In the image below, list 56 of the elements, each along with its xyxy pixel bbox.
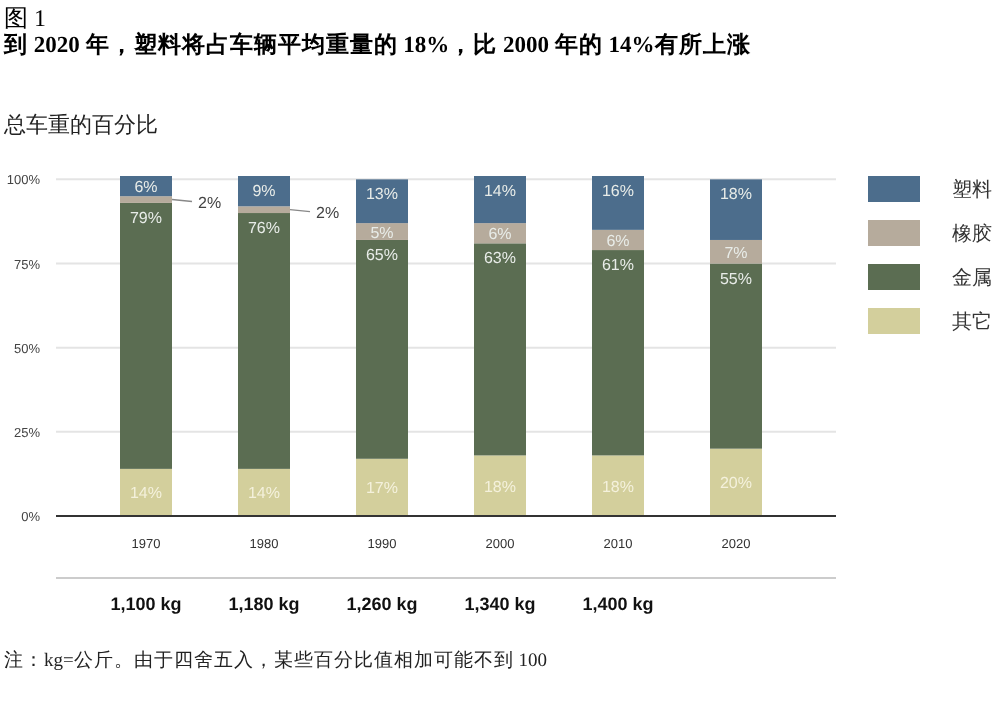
- data-label: 14%: [483, 182, 517, 200]
- data-label: 13%: [365, 185, 399, 204]
- data-label: 14%: [247, 484, 281, 503]
- data-label: 2%: [198, 193, 222, 212]
- legend-label: 金属: [952, 266, 992, 290]
- text: 注：kg=公斤。由于四舍五入，某些百分比值相加可能不到 100: [4, 648, 548, 672]
- bar: [710, 263, 762, 449]
- data-label: 55%: [719, 269, 753, 288]
- data-label: 61%: [601, 256, 635, 275]
- text: 1,340 kg: [464, 594, 536, 614]
- data-label: 65%: [365, 245, 399, 264]
- data-label: 5%: [370, 223, 394, 242]
- data-label: 18%: [483, 477, 517, 496]
- data-label: 20%: [719, 474, 753, 493]
- bar: [710, 448, 762, 516]
- data-label: 2%: [316, 203, 340, 222]
- data-label: 6%: [488, 225, 512, 244]
- bar: [474, 243, 526, 456]
- legend-label: 其它: [952, 310, 992, 334]
- bar: [592, 455, 644, 516]
- data-label: 63%: [483, 249, 517, 268]
- bar: [474, 455, 526, 516]
- text: 1,260 kg: [346, 594, 418, 614]
- chart-title: 图 1: [4, 4, 46, 32]
- data-label: 9%: [252, 182, 276, 200]
- data-label: 79%: [129, 208, 163, 227]
- bar: [356, 179, 408, 224]
- data-label: 7%: [724, 243, 748, 262]
- bar: [120, 196, 172, 203]
- bar: [356, 458, 408, 516]
- bar: [592, 176, 644, 230]
- bar: [356, 239, 408, 459]
- legend-label: 橡胶: [952, 222, 992, 246]
- data-label: 14%: [129, 484, 163, 503]
- text: 1,100 kg: [110, 594, 182, 614]
- y-axis-title: 总车重的百分比: [2, 112, 158, 138]
- bar: [120, 202, 172, 469]
- data-label: 76%: [247, 219, 281, 238]
- bar: [238, 468, 290, 516]
- data-label: 18%: [719, 185, 753, 204]
- data-label: 18%: [601, 477, 635, 496]
- text: 1,180 kg: [228, 594, 300, 614]
- text: 1,400 kg: [582, 594, 654, 614]
- data-label: 16%: [601, 182, 635, 200]
- bar: [710, 179, 762, 240]
- bar: [474, 176, 526, 224]
- bar: [238, 206, 290, 214]
- bar: [710, 239, 762, 264]
- bar: [120, 468, 172, 516]
- bar: [592, 250, 644, 456]
- legend-label: 塑料: [952, 178, 992, 202]
- data-label: 6%: [134, 178, 158, 197]
- data-label: 17%: [365, 479, 399, 498]
- bar: [238, 213, 290, 469]
- chart-subtitle: 到 2020 年，塑料将占车辆平均重量的 18%，比 2000 年的 14%有所上涨: [2, 30, 753, 58]
- data-label: 6%: [606, 231, 630, 250]
